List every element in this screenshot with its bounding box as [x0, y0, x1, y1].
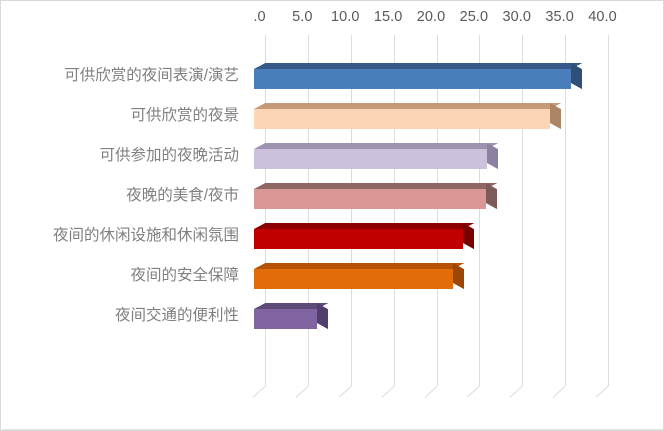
- gridline: [522, 35, 524, 386]
- x-axis-tick-label: 10.0: [330, 9, 360, 25]
- gridline-floor-edge: [252, 385, 266, 398]
- bar: 27.2: [254, 143, 499, 170]
- bar: 27: [254, 183, 497, 210]
- gridline-floor-edge: [381, 385, 395, 398]
- y-axis-category-label: 可供欣赏的夜间表演/演艺: [64, 67, 239, 84]
- gridline: [265, 35, 266, 386]
- y-axis-category-label: 可供欣赏的夜景: [130, 107, 239, 124]
- y-axis-category-label: 夜间的安全保障: [130, 267, 239, 284]
- gridline-floor-edge: [552, 385, 566, 398]
- bar: 24.4: [254, 223, 475, 250]
- gridline: [479, 35, 481, 386]
- y-axis-category-label: 夜晚的美食/夜市: [126, 187, 239, 204]
- y-axis-category-labels: 可供欣赏的夜间表演/演艺可供欣赏的夜景可供参加的夜晚活动夜晚的美食/夜市夜间的休…: [1, 1, 249, 430]
- chart-floor-baseline: [2, 429, 663, 430]
- gridline-floor-edge: [338, 385, 352, 398]
- bar: 37: [254, 63, 583, 90]
- bar: 34.5: [254, 103, 562, 130]
- gridline: [436, 35, 438, 386]
- x-axis-tick-label: 20.0: [416, 9, 446, 25]
- x-axis-tick-label: 40.0: [588, 9, 617, 25]
- gridline-floor-edge: [295, 385, 309, 398]
- bar-front-face: [254, 109, 550, 129]
- x-axis-tick-label: 35.0: [545, 9, 574, 25]
- bar-front-face: [254, 309, 318, 329]
- x-axis-tick-labels: .0 5.0 10.0 15.0 20.0 25.0 30.0 35.0 40.0: [1, 9, 663, 31]
- gridline: [307, 35, 309, 386]
- gridline: [393, 35, 395, 386]
- bar-front-face: [254, 69, 572, 89]
- bar-front-face: [254, 189, 486, 209]
- y-axis-category-label: 夜间交通的便利性: [114, 307, 239, 324]
- y-axis-category-label: 夜间的休闲设施和休闲氛围: [52, 227, 239, 244]
- gridline: [608, 35, 609, 386]
- gridline: [350, 35, 352, 386]
- gridline-floor-edge: [595, 385, 609, 398]
- bar-front-face: [254, 269, 453, 289]
- gridline-floor-edge: [509, 385, 524, 398]
- bar: 23.2: [254, 263, 465, 290]
- bar-front-face: [254, 149, 488, 169]
- x-axis-tick-label: 25.0: [459, 9, 489, 25]
- gridline-floor-edge: [424, 385, 438, 398]
- y-axis-category-label: 可供参加的夜晚活动: [99, 147, 239, 164]
- x-axis-tick-label: 30.0: [502, 9, 532, 25]
- gridline: [565, 35, 567, 386]
- x-axis-tick-label: 5.0: [292, 9, 313, 25]
- gridline-floor-edge: [466, 385, 481, 398]
- bar: 7.4: [254, 303, 329, 330]
- x-axis-tick-label: .0: [253, 9, 266, 25]
- x-axis-tick-label: 15.0: [373, 9, 403, 25]
- bar-front-face: [254, 229, 464, 249]
